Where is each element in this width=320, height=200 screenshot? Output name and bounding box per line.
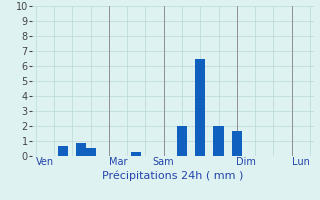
- Bar: [76, 142, 86, 156]
- Bar: [213, 126, 224, 156]
- Bar: [131, 152, 141, 156]
- Bar: [177, 126, 187, 156]
- Bar: [85, 148, 96, 156]
- X-axis label: Précipitations 24h ( mm ): Précipitations 24h ( mm ): [102, 170, 244, 181]
- Bar: [58, 146, 68, 156]
- Bar: [195, 58, 205, 156]
- Bar: [232, 130, 242, 156]
